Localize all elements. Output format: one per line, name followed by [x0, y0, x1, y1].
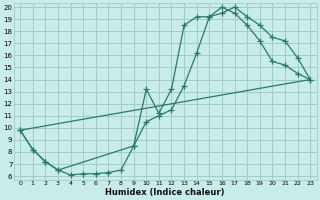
X-axis label: Humidex (Indice chaleur): Humidex (Indice chaleur) — [106, 188, 225, 197]
